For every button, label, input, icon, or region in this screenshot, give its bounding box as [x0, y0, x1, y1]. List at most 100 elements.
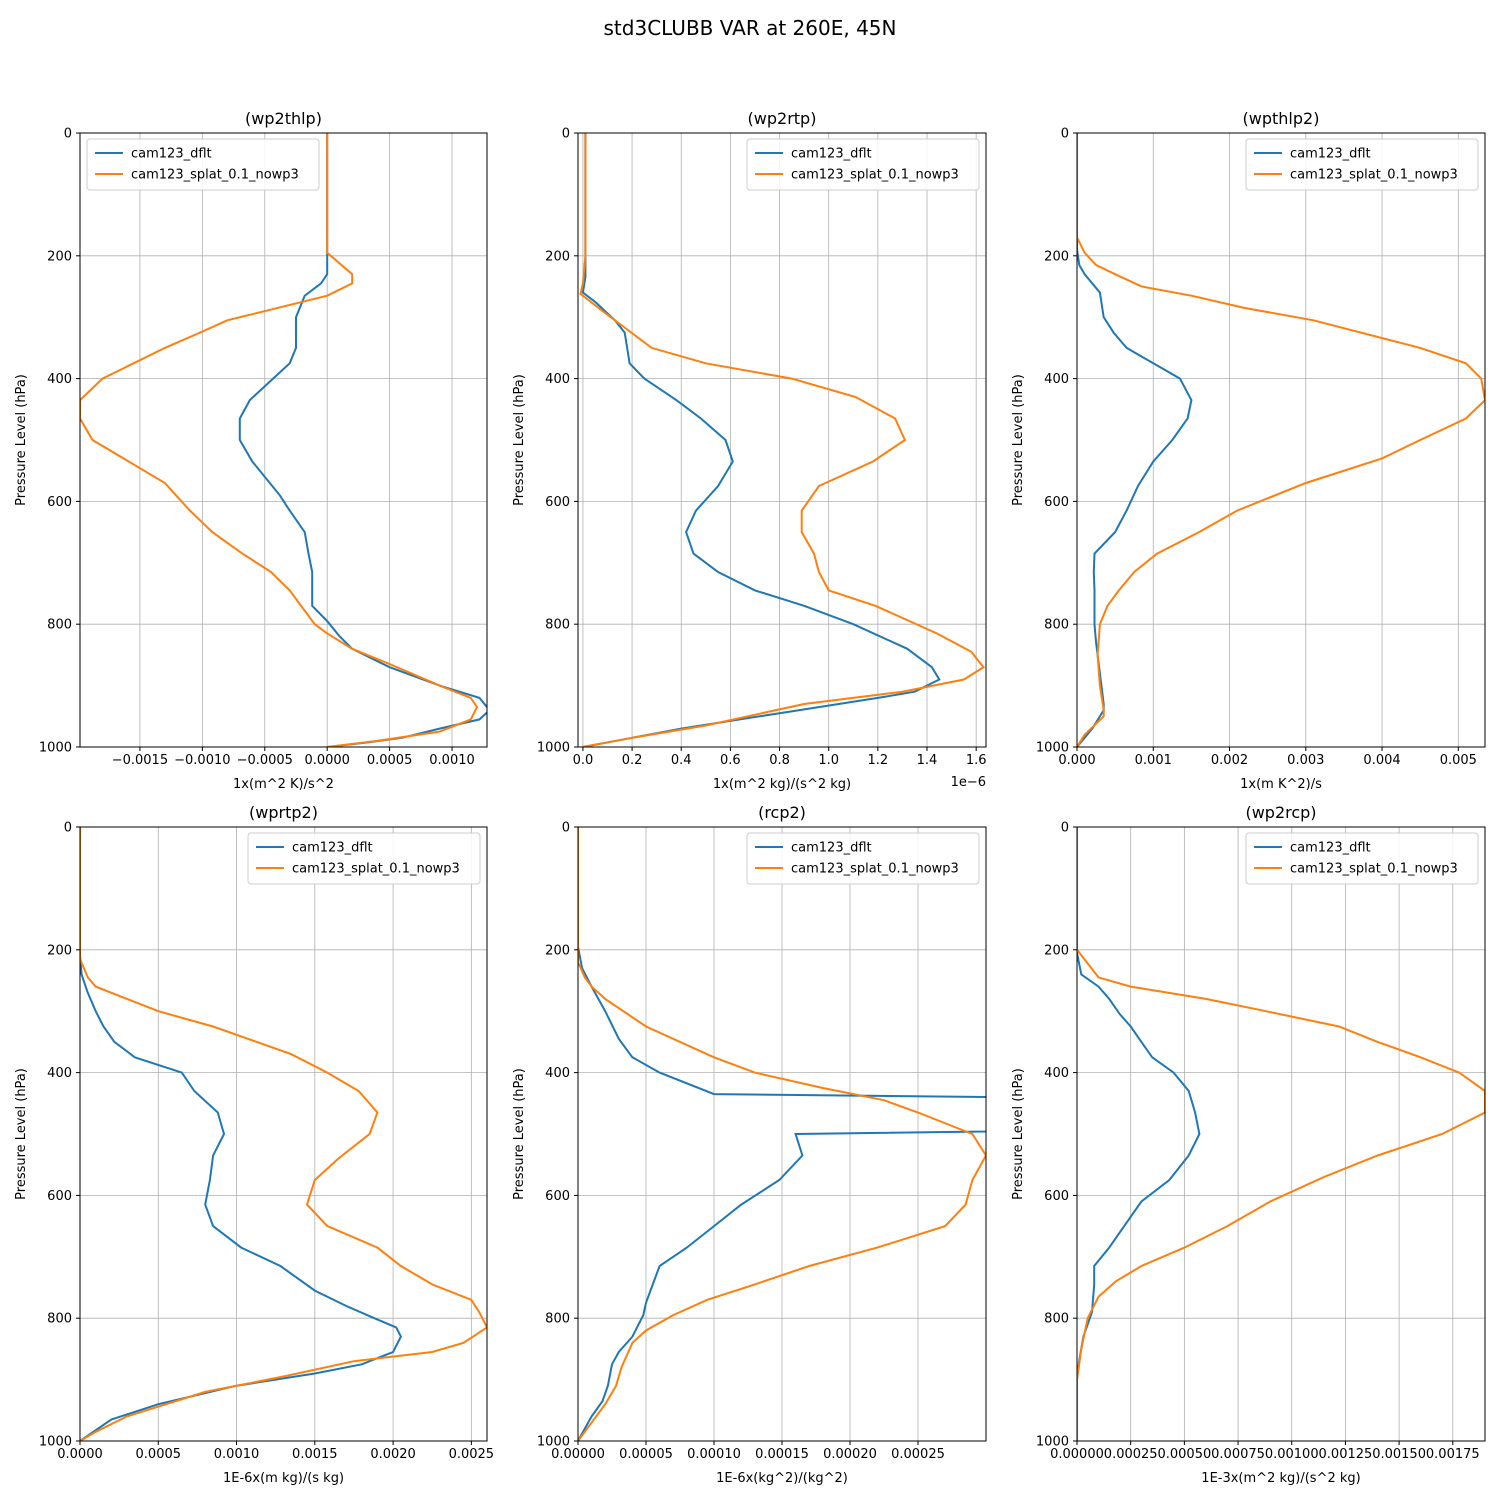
- series-line-2: [578, 827, 986, 1441]
- legend-label-2: cam123_splat_0.1_nowp3: [1290, 168, 1458, 183]
- x-tick-label: 0.00000: [1050, 1447, 1104, 1462]
- x-tick-label: 0.00010: [687, 1447, 741, 1462]
- legend-label-1: cam123_dflt: [1290, 147, 1371, 162]
- x-tick-label: −0.0005: [237, 753, 293, 768]
- legend: cam123_dflt cam123_splat_0.1_nowp3: [1245, 138, 1479, 191]
- x-tick-label: −0.0010: [174, 753, 230, 768]
- series-line-1: [578, 827, 986, 1441]
- legend-label-1: cam123_dflt: [1290, 841, 1371, 856]
- y-tick-label: 200: [545, 943, 570, 958]
- x-axis-label: 1E-6x(kg^2)/(kg^2): [716, 1471, 848, 1486]
- axes-frame: [79, 826, 488, 1442]
- y-axis-label: Pressure Level (hPa): [1011, 1068, 1026, 1200]
- y-tick-label: 200: [47, 943, 72, 958]
- y-tick-label: 400: [545, 372, 570, 387]
- legend-label-2: cam123_splat_0.1_nowp3: [1290, 862, 1458, 877]
- y-tick-label: 800: [1044, 618, 1069, 633]
- y-tick-label: 1000: [39, 1435, 72, 1450]
- y-tick-label: 800: [545, 1312, 570, 1327]
- axes-frame: [577, 132, 987, 748]
- x-tick-label: 0.000: [1058, 753, 1095, 768]
- y-tick-label: 0: [562, 821, 570, 836]
- legend-box: [1245, 832, 1479, 885]
- y-tick-label: 0: [562, 127, 570, 142]
- legend-label-2: cam123_splat_0.1_nowp3: [791, 168, 959, 183]
- y-tick-label: 1000: [537, 1435, 570, 1450]
- axes-frame: [1076, 826, 1486, 1442]
- panel-title: (wprtp2): [249, 803, 318, 822]
- x-tick-label: 0.004: [1363, 753, 1400, 768]
- y-tick-label: 600: [545, 1189, 570, 1204]
- series-line-1: [581, 133, 941, 747]
- legend-box: [746, 138, 980, 191]
- legend: cam123_dflt cam123_splat_0.1_nowp3: [746, 832, 980, 885]
- x-tick-label: 0.0010: [214, 1447, 260, 1462]
- x-axis-label: 1x(m K^2)/s: [1240, 777, 1322, 792]
- y-tick-label: 800: [545, 618, 570, 633]
- legend: cam123_dflt cam123_splat_0.1_nowp3: [746, 138, 980, 191]
- x-tick-label: 0.00050: [1157, 1447, 1211, 1462]
- y-tick-label: 400: [1044, 1066, 1069, 1081]
- legend-label-1: cam123_dflt: [791, 841, 872, 856]
- x-tick-label: 0.00015: [755, 1447, 809, 1462]
- legend-label-1: cam123_dflt: [131, 147, 212, 162]
- x-tick-label: 0.00025: [891, 1447, 945, 1462]
- x-tick-label: 0.00005: [619, 1447, 673, 1462]
- x-tick-label: 1.6: [966, 753, 987, 768]
- x-tick-label: 0.0010: [429, 753, 475, 768]
- panel-5: 0.00000 0.00005 0.00010 0.00015 0.00020 0.000…: [512, 803, 987, 1486]
- x-tick-label: 0.00100: [1265, 1447, 1319, 1462]
- panel-title: (wp2thlp): [245, 109, 322, 128]
- y-tick-label: 0: [1061, 821, 1069, 836]
- series-line-2: [1077, 827, 1485, 1441]
- x-tick-label: 1.4: [917, 753, 938, 768]
- legend: cam123_dflt cam123_splat_0.1_nowp3: [247, 832, 481, 885]
- series-line-2: [1077, 133, 1485, 747]
- x-tick-label: 0.2: [622, 753, 643, 768]
- legend-box: [86, 138, 320, 191]
- x-tick-label: 0.00125: [1319, 1447, 1373, 1462]
- x-tick-label: 0.00000: [551, 1447, 605, 1462]
- y-tick-label: 800: [47, 1312, 72, 1327]
- panel-4: 0.0000 0.0005 0.0010 0.0015 0.0020 0.0025 0 200…: [14, 803, 494, 1486]
- x-tick-label: 0.0005: [367, 753, 413, 768]
- legend-label-2: cam123_splat_0.1_nowp3: [131, 168, 299, 183]
- legend-box: [247, 832, 481, 885]
- y-tick-label: 1000: [537, 741, 570, 756]
- x-tick-label: 0.00175: [1426, 1447, 1480, 1462]
- x-tick-label: 0.0020: [370, 1447, 416, 1462]
- x-offset-label: 1e−6: [951, 775, 986, 790]
- x-tick-label: 0.4: [671, 753, 692, 768]
- x-tick-label: 0.0005: [136, 1447, 182, 1462]
- axes-frame: [79, 132, 488, 748]
- y-tick-label: 0: [64, 127, 72, 142]
- x-axis-label: 1E-3x(m^2 kg)/(s^2 kg): [1201, 1471, 1360, 1486]
- y-axis-label: Pressure Level (hPa): [1011, 374, 1026, 506]
- panel-title: (wpthlp2): [1243, 109, 1320, 128]
- panel-title: (wp2rtp): [748, 109, 817, 128]
- y-axis-label: Pressure Level (hPa): [512, 374, 527, 506]
- x-tick-label: 0.001: [1135, 753, 1172, 768]
- x-tick-label: 0.0: [573, 753, 594, 768]
- y-tick-label: 600: [47, 1189, 72, 1204]
- y-tick-label: 200: [1044, 943, 1069, 958]
- x-tick-label: 0.00150: [1372, 1447, 1426, 1462]
- series-line-2: [80, 827, 487, 1441]
- x-tick-label: 0.0025: [449, 1447, 495, 1462]
- series-line-1: [80, 827, 403, 1441]
- panel-2: 0.0 0.2 0.4 0.6 0.8 1.0 1.2 1.4 1.6 0 200 400 600 800…: [512, 109, 987, 792]
- x-tick-label: −0.0015: [112, 753, 168, 768]
- legend-label-2: cam123_splat_0.1_nowp3: [292, 862, 460, 877]
- y-axis-label: Pressure Level (hPa): [14, 374, 29, 506]
- x-tick-label: 0.0000: [57, 1447, 103, 1462]
- y-tick-label: 600: [545, 495, 570, 510]
- x-axis-label: 1E-6x(m kg)/(s kg): [223, 1471, 344, 1486]
- x-tick-label: 0.005: [1440, 753, 1477, 768]
- series-line-2: [80, 133, 479, 747]
- legend-label-1: cam123_dflt: [292, 841, 373, 856]
- legend-label-2: cam123_splat_0.1_nowp3: [791, 862, 959, 877]
- y-tick-label: 200: [545, 249, 570, 264]
- panel-3: 0.000 0.001 0.002 0.003 0.004 0.005 0 200 400 600…: [1011, 109, 1486, 792]
- x-tick-label: 0.003: [1287, 753, 1324, 768]
